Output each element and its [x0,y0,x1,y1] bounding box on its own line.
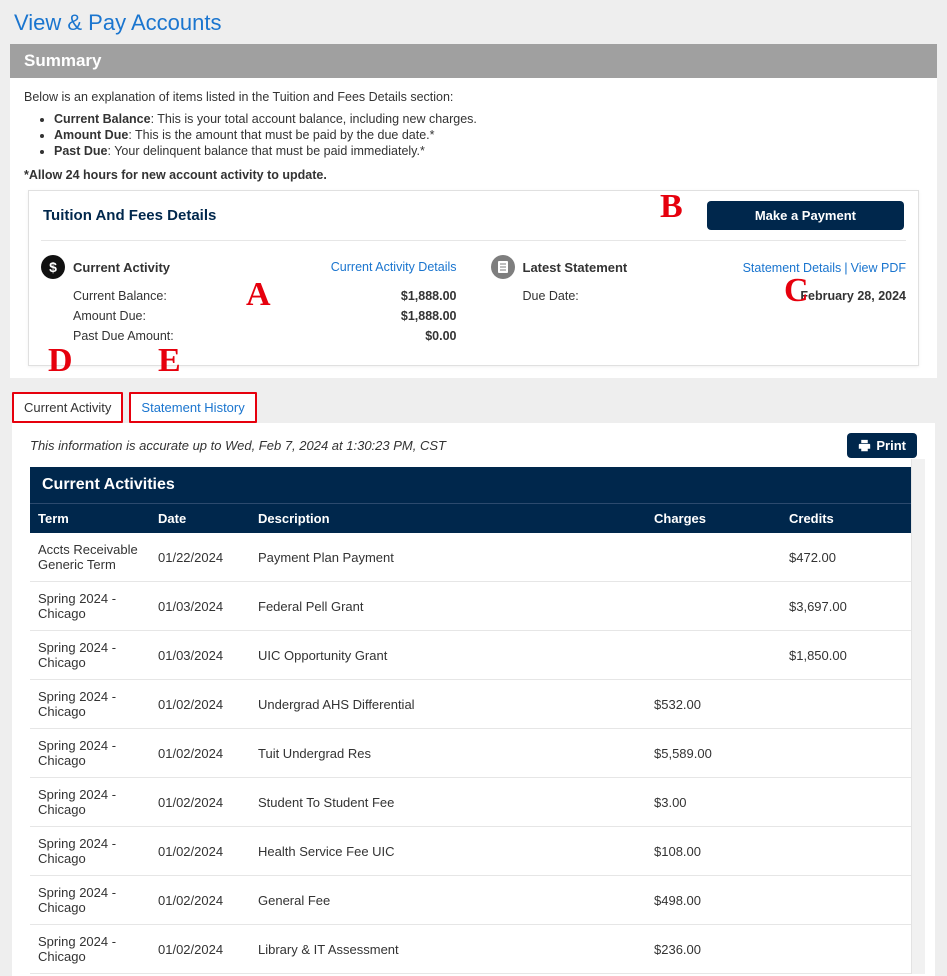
due-date-value: February 28, 2024 [800,289,906,303]
summary-item: Amount Due: This is the amount that must… [54,128,923,142]
th-date[interactable]: Date [150,504,250,534]
table-row: Spring 2024 - Chicago01/02/2024General F… [30,876,921,925]
cell-credits: $3,697.00 [781,582,921,631]
tabs: Current Activity Statement History [12,392,937,423]
cell-charges: $236.00 [646,925,781,974]
cell-desc: UIC Opportunity Grant [250,631,646,680]
amount-due-label: Amount Due: [73,309,146,323]
cell-term: Spring 2024 - Chicago [30,778,150,827]
cell-credits: $1,850.00 [781,631,921,680]
cell-charges [646,631,781,680]
table-row: Spring 2024 - Chicago01/02/2024Tuit Unde… [30,729,921,778]
table-row: Spring 2024 - Chicago01/02/2024Health Se… [30,827,921,876]
th-charges[interactable]: Charges [646,504,781,534]
cell-desc: Payment Plan Payment [250,533,646,582]
table-row: Spring 2024 - Chicago01/02/2024Library &… [30,925,921,974]
latest-statement-heading: Latest Statement [523,260,628,275]
statement-details-link[interactable]: Statement Details [743,261,842,275]
cell-charges: $3.00 [646,778,781,827]
details-title: Tuition And Fees Details [43,207,216,224]
current-activity-heading: Current Activity [73,260,170,275]
cell-term: Spring 2024 - Chicago [30,729,150,778]
th-desc[interactable]: Description [250,504,646,534]
cell-charges: $108.00 [646,827,781,876]
cell-term: Spring 2024 - Chicago [30,680,150,729]
cell-charges: $498.00 [646,876,781,925]
cell-desc: General Fee [250,876,646,925]
cell-term: Accts Receivable Generic Term [30,533,150,582]
cell-credits [781,778,921,827]
cell-date: 01/02/2024 [150,827,250,876]
page-title: View & Pay Accounts [0,0,947,44]
cell-charges: $5,589.00 [646,729,781,778]
tab-statement-history[interactable]: Statement History [129,392,256,423]
table-row: Accts Receivable Generic Term01/22/2024P… [30,533,921,582]
summary-note: *Allow 24 hours for new account activity… [24,168,923,182]
cell-term: Spring 2024 - Chicago [30,925,150,974]
activities-table: Term Date Description Charges Credits Ac… [30,503,921,974]
cell-charges: $532.00 [646,680,781,729]
document-icon [491,255,515,279]
cell-credits [781,925,921,974]
scrollbar[interactable] [911,459,925,974]
current-activity-col: $ Current Activity Current Activity Deta… [41,255,457,349]
details-card: Tuition And Fees Details Make a Payment … [28,190,919,366]
cell-credits: $472.00 [781,533,921,582]
summary-body: Below is an explanation of items listed … [10,78,937,378]
cell-desc: Tuit Undergrad Res [250,729,646,778]
th-credits[interactable]: Credits [781,504,921,534]
cell-term: Spring 2024 - Chicago [30,876,150,925]
table-row: Spring 2024 - Chicago01/03/2024Federal P… [30,582,921,631]
summary-intro: Below is an explanation of items listed … [24,90,923,104]
tab-current-activity[interactable]: Current Activity [12,392,123,423]
cell-date: 01/02/2024 [150,778,250,827]
th-term[interactable]: Term [30,504,150,534]
cell-date: 01/03/2024 [150,631,250,680]
cell-desc: Student To Student Fee [250,778,646,827]
cell-credits [781,680,921,729]
summary-item: Past Due: Your delinquent balance that m… [54,144,923,158]
accuracy-text: This information is accurate up to Wed, … [30,438,446,453]
cell-term: Spring 2024 - Chicago [30,631,150,680]
current-activity-details-link[interactable]: Current Activity Details [331,260,457,274]
print-icon [858,439,871,452]
dollar-icon: $ [41,255,65,279]
table-row: Spring 2024 - Chicago01/03/2024UIC Oppor… [30,631,921,680]
table-row: Spring 2024 - Chicago01/02/2024Undergrad… [30,680,921,729]
cell-date: 01/02/2024 [150,876,250,925]
current-balance-label: Current Balance: [73,289,167,303]
cell-charges [646,582,781,631]
cell-date: 01/02/2024 [150,680,250,729]
view-pdf-link[interactable]: View PDF [851,261,906,275]
past-due-label: Past Due Amount: [73,329,174,343]
past-due-value: $0.00 [425,329,456,343]
print-button[interactable]: Print [847,433,917,458]
cell-term: Spring 2024 - Chicago [30,827,150,876]
summary-header: Summary [10,44,937,78]
cell-credits [781,876,921,925]
cell-date: 01/22/2024 [150,533,250,582]
cell-date: 01/03/2024 [150,582,250,631]
cell-desc: Undergrad AHS Differential [250,680,646,729]
lower-panel: This information is accurate up to Wed, … [12,423,935,976]
cell-date: 01/02/2024 [150,925,250,974]
print-label: Print [876,438,906,453]
cell-date: 01/02/2024 [150,729,250,778]
make-payment-button[interactable]: Make a Payment [707,201,904,230]
summary-item: Current Balance: This is your total acco… [54,112,923,126]
amount-due-value: $1,888.00 [401,309,457,323]
cell-desc: Health Service Fee UIC [250,827,646,876]
cell-credits [781,729,921,778]
activities-title: Current Activities [30,467,921,503]
cell-term: Spring 2024 - Chicago [30,582,150,631]
due-date-label: Due Date: [523,289,579,303]
cell-desc: Library & IT Assessment [250,925,646,974]
table-row: Spring 2024 - Chicago01/02/2024Student T… [30,778,921,827]
latest-statement-col: Latest Statement Statement Details|View … [491,255,907,349]
cell-credits [781,827,921,876]
cell-desc: Federal Pell Grant [250,582,646,631]
current-balance-value: $1,888.00 [401,289,457,303]
cell-charges [646,533,781,582]
